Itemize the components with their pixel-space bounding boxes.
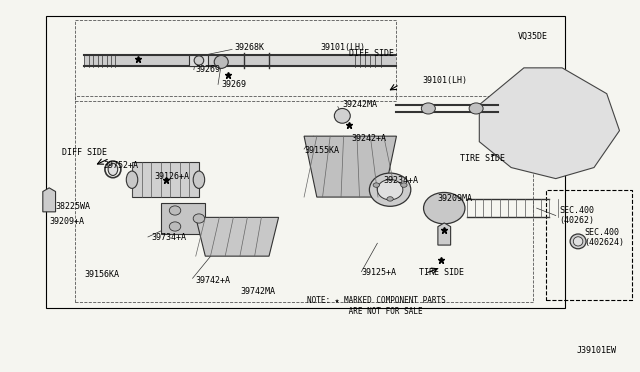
- Text: 39234+A: 39234+A: [384, 176, 419, 185]
- Polygon shape: [161, 203, 205, 234]
- Text: TIRE SIDE: TIRE SIDE: [460, 154, 505, 163]
- Text: 39242MA: 39242MA: [342, 100, 378, 109]
- Ellipse shape: [573, 237, 583, 246]
- Text: 39155KA: 39155KA: [304, 147, 339, 155]
- Text: 39156KA: 39156KA: [84, 270, 119, 279]
- Text: 38225WA: 38225WA: [56, 202, 90, 211]
- Text: 39742MA: 39742MA: [241, 287, 275, 296]
- Text: DIFF SIDE: DIFF SIDE: [62, 148, 107, 157]
- Text: NOTE: ★ MARKED COMPONENT PARTS
         ARE NOT FOR SALE: NOTE: ★ MARKED COMPONENT PARTS ARE NOT F…: [307, 296, 446, 316]
- Polygon shape: [84, 55, 396, 66]
- Polygon shape: [43, 188, 56, 212]
- Polygon shape: [479, 68, 620, 179]
- Ellipse shape: [334, 109, 350, 123]
- Ellipse shape: [214, 55, 228, 68]
- Ellipse shape: [570, 234, 586, 249]
- Text: DIFF SIDE: DIFF SIDE: [349, 49, 394, 58]
- Text: J39101EW: J39101EW: [576, 346, 616, 355]
- Ellipse shape: [378, 180, 403, 200]
- Text: SEC.400
(40262): SEC.400 (40262): [559, 206, 594, 225]
- Ellipse shape: [193, 214, 205, 223]
- Text: 39269: 39269: [221, 80, 246, 89]
- Text: 39209+A: 39209+A: [49, 217, 84, 225]
- Ellipse shape: [469, 103, 483, 114]
- Ellipse shape: [194, 56, 204, 65]
- Text: 39734+A: 39734+A: [151, 233, 186, 242]
- Ellipse shape: [126, 171, 138, 188]
- Ellipse shape: [108, 163, 118, 176]
- Text: 39101(LH): 39101(LH): [422, 76, 467, 85]
- Polygon shape: [304, 136, 396, 197]
- Ellipse shape: [193, 171, 205, 188]
- Text: SEC.400
(402624): SEC.400 (402624): [584, 228, 625, 247]
- Text: 39269: 39269: [196, 65, 221, 74]
- Text: 39752+A: 39752+A: [103, 161, 138, 170]
- Ellipse shape: [170, 206, 180, 215]
- Text: 39126+A: 39126+A: [154, 172, 189, 181]
- Text: 39268K: 39268K: [234, 43, 264, 52]
- Text: 39125+A: 39125+A: [362, 268, 396, 277]
- Ellipse shape: [387, 197, 394, 201]
- Polygon shape: [196, 217, 278, 256]
- Ellipse shape: [373, 183, 380, 187]
- Text: 39101(LH): 39101(LH): [320, 43, 365, 52]
- Polygon shape: [132, 162, 199, 197]
- Polygon shape: [438, 223, 451, 245]
- Text: VQ35DE: VQ35DE: [518, 32, 548, 41]
- Polygon shape: [189, 55, 209, 66]
- Text: 39742+A: 39742+A: [196, 276, 231, 285]
- Text: TIRE SIDE: TIRE SIDE: [419, 268, 464, 277]
- Ellipse shape: [424, 192, 465, 224]
- Ellipse shape: [401, 183, 407, 187]
- Ellipse shape: [170, 222, 180, 231]
- Text: 39242+A: 39242+A: [352, 134, 387, 142]
- Ellipse shape: [421, 103, 435, 114]
- Text: 39209MA: 39209MA: [438, 195, 473, 203]
- Ellipse shape: [369, 173, 411, 206]
